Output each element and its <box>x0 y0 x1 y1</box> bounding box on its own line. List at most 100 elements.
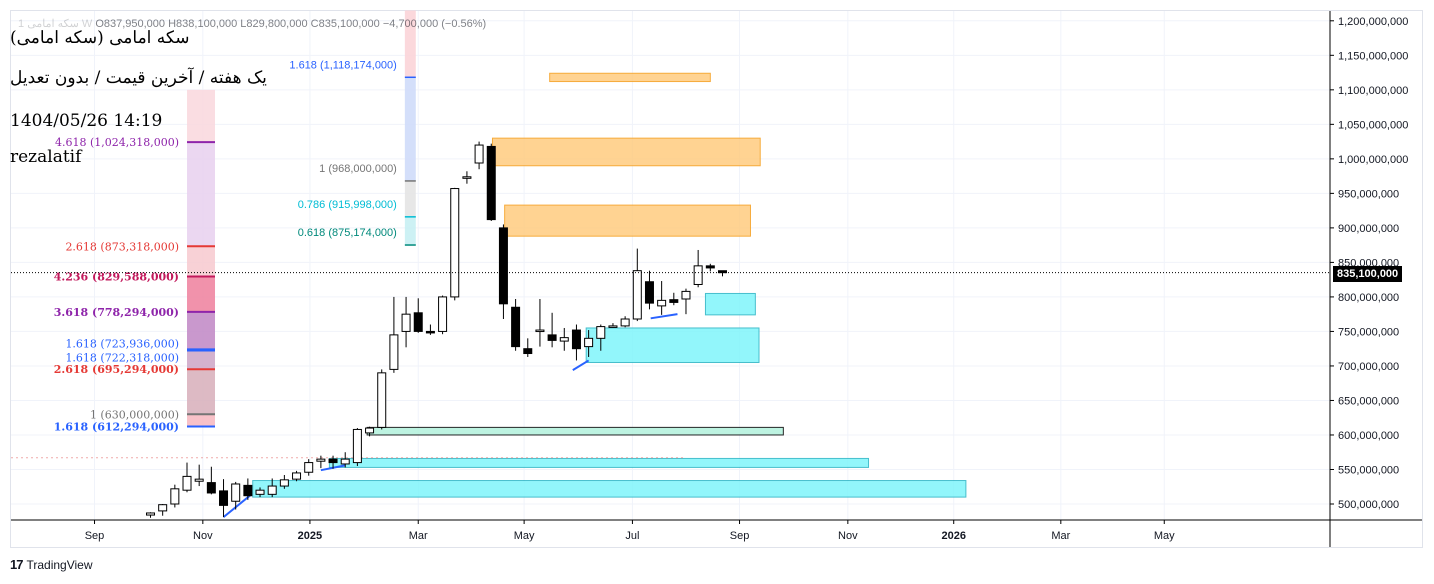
x-tick-label: 2026 <box>941 530 965 542</box>
y-tick-label: 1,150,000,000 <box>1338 50 1408 62</box>
cyan-zone-lower <box>585 327 760 363</box>
bull-candle[interactable] <box>279 479 289 487</box>
bull-candle[interactable] <box>693 265 703 285</box>
x-tick-label: Sep <box>85 530 105 542</box>
x-tick-label: Mar <box>409 530 428 542</box>
bull-candle[interactable] <box>194 478 204 482</box>
fib-left-band <box>187 246 216 277</box>
fib-right-band <box>404 180 416 217</box>
ohlc-readout: 1 سکه امامی W O837,950,000 H838,100,000 … <box>18 17 486 30</box>
bull-candle[interactable] <box>389 334 399 370</box>
bull-candle[interactable] <box>158 504 168 512</box>
fib-left-label: 1.618 (723,936,000) <box>65 337 179 350</box>
bull-candle[interactable] <box>584 337 594 348</box>
x-tick-label: May <box>1154 530 1175 542</box>
fib-left-label: 3.618 (778,294,000) <box>54 306 179 319</box>
bull-candle[interactable] <box>316 458 326 462</box>
fib-left-label: 1 (630,000,000) <box>90 408 179 421</box>
bear-candle[interactable] <box>425 330 435 334</box>
bull-candle[interactable] <box>559 337 569 342</box>
close-value: C835,100,000 <box>310 18 380 30</box>
change-value: −4,700,000 (−0.56%) <box>382 18 487 30</box>
fib-left-label: 4.618 (1,024,318,000) <box>55 136 179 149</box>
last-price-tag: 835,100,000 <box>1333 266 1403 282</box>
symbol-faded: 1 سکه امامی W <box>18 18 93 30</box>
bull-candle[interactable] <box>438 296 448 332</box>
y-tick-label: 600,000,000 <box>1338 430 1399 442</box>
fib-left-label: 1.618 (722,318,000) <box>65 352 179 365</box>
fib-left-label: 2.618 (695,294,000) <box>54 363 179 376</box>
x-tick-label: 2025 <box>298 530 322 542</box>
y-tick-label: 1,200,000,000 <box>1338 16 1408 28</box>
bull-candle[interactable] <box>596 326 606 339</box>
bear-candle[interactable] <box>547 334 557 341</box>
cyan-zone-550 <box>328 457 870 468</box>
bull-candle[interactable] <box>620 318 630 327</box>
fib-left-band <box>187 414 216 427</box>
title-line-1: (سکه امامی (سکه امامی <box>10 28 190 48</box>
fib-left-band <box>187 311 216 351</box>
x-tick-label: Sep <box>730 530 750 542</box>
bear-candle[interactable] <box>669 299 679 303</box>
fib-left-band <box>187 276 216 312</box>
bull-candle[interactable] <box>535 329 545 333</box>
bull-candle[interactable] <box>182 475 192 491</box>
x-tick-label: Jul <box>625 530 639 542</box>
bull-candle[interactable] <box>474 144 484 164</box>
bull-candle[interactable] <box>657 299 667 307</box>
bull-candle[interactable] <box>401 313 411 332</box>
bull-candle[interactable] <box>292 472 302 480</box>
low-value: L829,800,000 <box>240 18 308 30</box>
bull-candle[interactable] <box>450 188 460 298</box>
bear-candle[interactable] <box>498 227 508 305</box>
orange-zone-high <box>491 137 761 167</box>
bear-candle[interactable] <box>328 458 338 464</box>
bull-candle[interactable] <box>608 325 618 328</box>
bull-candle[interactable] <box>267 485 277 495</box>
y-tick-label: 800,000,000 <box>1338 292 1399 304</box>
fib-right-band <box>404 10 416 78</box>
fib-left-band <box>187 369 216 415</box>
bull-candle[interactable] <box>365 427 375 434</box>
bear-candle[interactable] <box>511 306 521 348</box>
bull-candle[interactable] <box>304 462 314 473</box>
title-author: rezalatif <box>10 147 82 167</box>
title-line-2: یک هفته / آخرین قیمت / بدون تعدیل <box>10 68 267 88</box>
bear-candle[interactable] <box>644 281 654 304</box>
footer[interactable]: 17 TradingView <box>10 557 93 572</box>
bull-candle[interactable] <box>255 489 265 495</box>
bear-candle[interactable] <box>571 329 581 350</box>
bull-candle[interactable] <box>462 176 472 179</box>
bull-candle[interactable] <box>170 488 180 505</box>
bull-candle[interactable] <box>146 512 155 516</box>
bear-candle[interactable] <box>486 145 496 221</box>
high-value: H838,100,000 <box>168 18 238 30</box>
bear-candle[interactable] <box>413 312 423 332</box>
fib-right-band <box>404 216 416 246</box>
y-tick-label: 1,100,000,000 <box>1338 85 1408 97</box>
fib-left-band <box>187 89 216 143</box>
tradingview-logo-icon: 17 <box>10 557 24 572</box>
bear-candle[interactable] <box>523 348 533 355</box>
y-tick-label: 1,050,000,000 <box>1338 119 1408 131</box>
bear-candle[interactable] <box>705 265 715 269</box>
bull-candle[interactable] <box>632 270 642 320</box>
x-tick-label: Nov <box>193 530 213 542</box>
bull-candle[interactable] <box>352 428 362 464</box>
title-date: 1404/05/26 14:19 <box>10 111 163 131</box>
fib-right-label: 1.618 (1,118,174,000) <box>289 59 396 71</box>
bull-candle[interactable] <box>231 483 241 502</box>
bear-candle[interactable] <box>219 490 229 506</box>
y-tick-label: 950,000,000 <box>1338 188 1399 200</box>
trendline <box>650 313 678 320</box>
y-tick-label: 900,000,000 <box>1338 223 1399 235</box>
trendline <box>572 359 590 371</box>
bear-candle[interactable] <box>206 482 216 494</box>
bear-candle[interactable] <box>243 484 253 497</box>
fib-left-label: 1.618 (612,294,000) <box>54 420 179 433</box>
fib-left-band <box>187 142 216 247</box>
bull-candle[interactable] <box>340 458 350 465</box>
bull-candle[interactable] <box>681 290 691 300</box>
bull-candle[interactable] <box>377 372 387 428</box>
